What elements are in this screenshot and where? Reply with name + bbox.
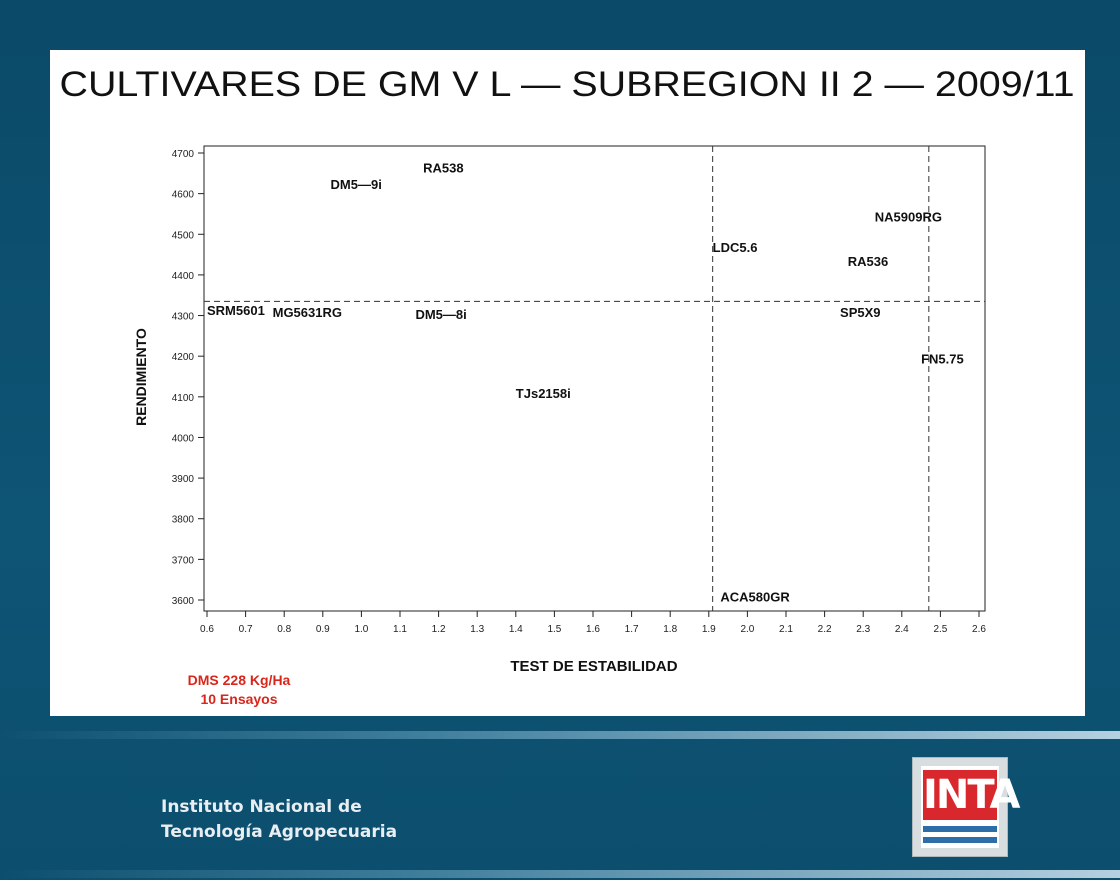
point-label: DM5—8i <box>415 307 466 322</box>
x-tick-label: 0.6 <box>200 624 214 635</box>
point-label: RA538 <box>423 161 463 176</box>
y-tick-label: 4200 <box>172 352 195 363</box>
logo-stripe-2 <box>923 837 997 843</box>
trials-count-label: 10 Ensayos <box>200 691 277 707</box>
x-tick-label: 1.0 <box>354 624 368 635</box>
institution-name: Instituto Nacional de Tecnología Agropec… <box>161 795 397 845</box>
point-label: SRM5601 <box>207 303 265 318</box>
logo-stripe-1 <box>923 826 997 832</box>
dms-value-label: DMS 228 Kg/Ha <box>188 672 291 688</box>
x-axis: 0.6 0.7 0.8 0.9 1.0 1.1 1.2 1.3 1.4 1.5 1.6 1.7 1.8 1… <box>200 611 986 635</box>
x-tick-label: 0.8 <box>277 624 291 635</box>
point-label: SP5X9 <box>840 305 880 320</box>
point-label: ACA580GR <box>720 589 790 604</box>
y-tick-label: 3900 <box>172 474 195 485</box>
y-tick-label: 4300 <box>172 312 195 323</box>
point-label: RA536 <box>848 254 888 269</box>
x-tick-label: 2.1 <box>779 624 793 635</box>
x-tick-label: 2.4 <box>895 624 909 635</box>
x-tick-label: 1.3 <box>470 624 484 635</box>
y-tick-label: 4000 <box>172 433 195 444</box>
y-tick-label: 4400 <box>172 271 195 282</box>
chart-title: CULTIVARES DE GM V L — SUBREGION II 2 — … <box>60 65 1075 104</box>
x-tick-label: 1.9 <box>702 624 716 635</box>
decorative-stripe-bottom <box>0 870 1120 878</box>
y-tick-label: 3800 <box>172 515 195 526</box>
x-tick-label: 1.2 <box>432 624 446 635</box>
y-tick-label: 3700 <box>172 555 195 566</box>
scatter-chart: CULTIVARES DE GM V L — SUBREGION II 2 — … <box>60 65 1075 707</box>
point-label: TJs2158i <box>516 386 571 401</box>
x-tick-label: 2.6 <box>972 624 986 635</box>
x-tick-label: 2.3 <box>856 624 870 635</box>
x-axis-label: TEST DE ESTABILIDAD <box>510 658 677 675</box>
y-axis-label: RENDIMIENTO <box>133 328 149 426</box>
x-tick-label: 1.7 <box>625 624 639 635</box>
x-tick-label: 1.6 <box>586 624 600 635</box>
institution-name-line1: Instituto Nacional de <box>161 797 362 817</box>
y-axis: 3600 3700 3800 3900 4000 4100 4200 4300 4400 4500… <box>172 149 204 607</box>
x-tick-label: 1.8 <box>663 624 677 635</box>
x-tick-label: 2.2 <box>818 624 832 635</box>
x-tick-label: 0.7 <box>239 624 253 635</box>
x-tick-label: 1.4 <box>509 624 523 635</box>
y-tick-label: 4100 <box>172 393 195 404</box>
chart-panel: CULTIVARES DE GM V L — SUBREGION II 2 — … <box>50 50 1085 716</box>
plot-area <box>203 145 986 612</box>
point-labels: RA538 DM5—9i NA5909RG LDC5.6 RA536 SRM5601 MG5… <box>207 161 964 605</box>
point-label: FN5.75 <box>921 352 964 367</box>
y-tick-label: 4600 <box>172 190 195 201</box>
institution-name-line2: Tecnología Agropecuaria <box>161 822 398 842</box>
x-tick-label: 1.5 <box>547 624 561 635</box>
x-tick-label: 2.5 <box>933 624 947 635</box>
inta-logo: INTA <box>912 757 1021 857</box>
y-tick-label: 3600 <box>172 596 195 607</box>
x-tick-label: 2.0 <box>740 624 754 635</box>
point-label: LDC5.6 <box>713 240 758 255</box>
reference-lines <box>204 146 985 611</box>
logo-inner: INTA <box>921 766 1021 848</box>
x-tick-label: 0.9 <box>316 624 330 635</box>
point-label: MG5631RG <box>273 305 342 320</box>
point-label: NA5909RG <box>875 209 942 224</box>
x-tick-label: 1.1 <box>393 624 407 635</box>
y-tick-label: 4500 <box>172 230 195 241</box>
point-label: DM5—9i <box>331 177 382 192</box>
decorative-stripe-top <box>0 731 1120 739</box>
y-tick-label: 4700 <box>172 149 195 160</box>
logo-text: INTA <box>923 770 1021 820</box>
